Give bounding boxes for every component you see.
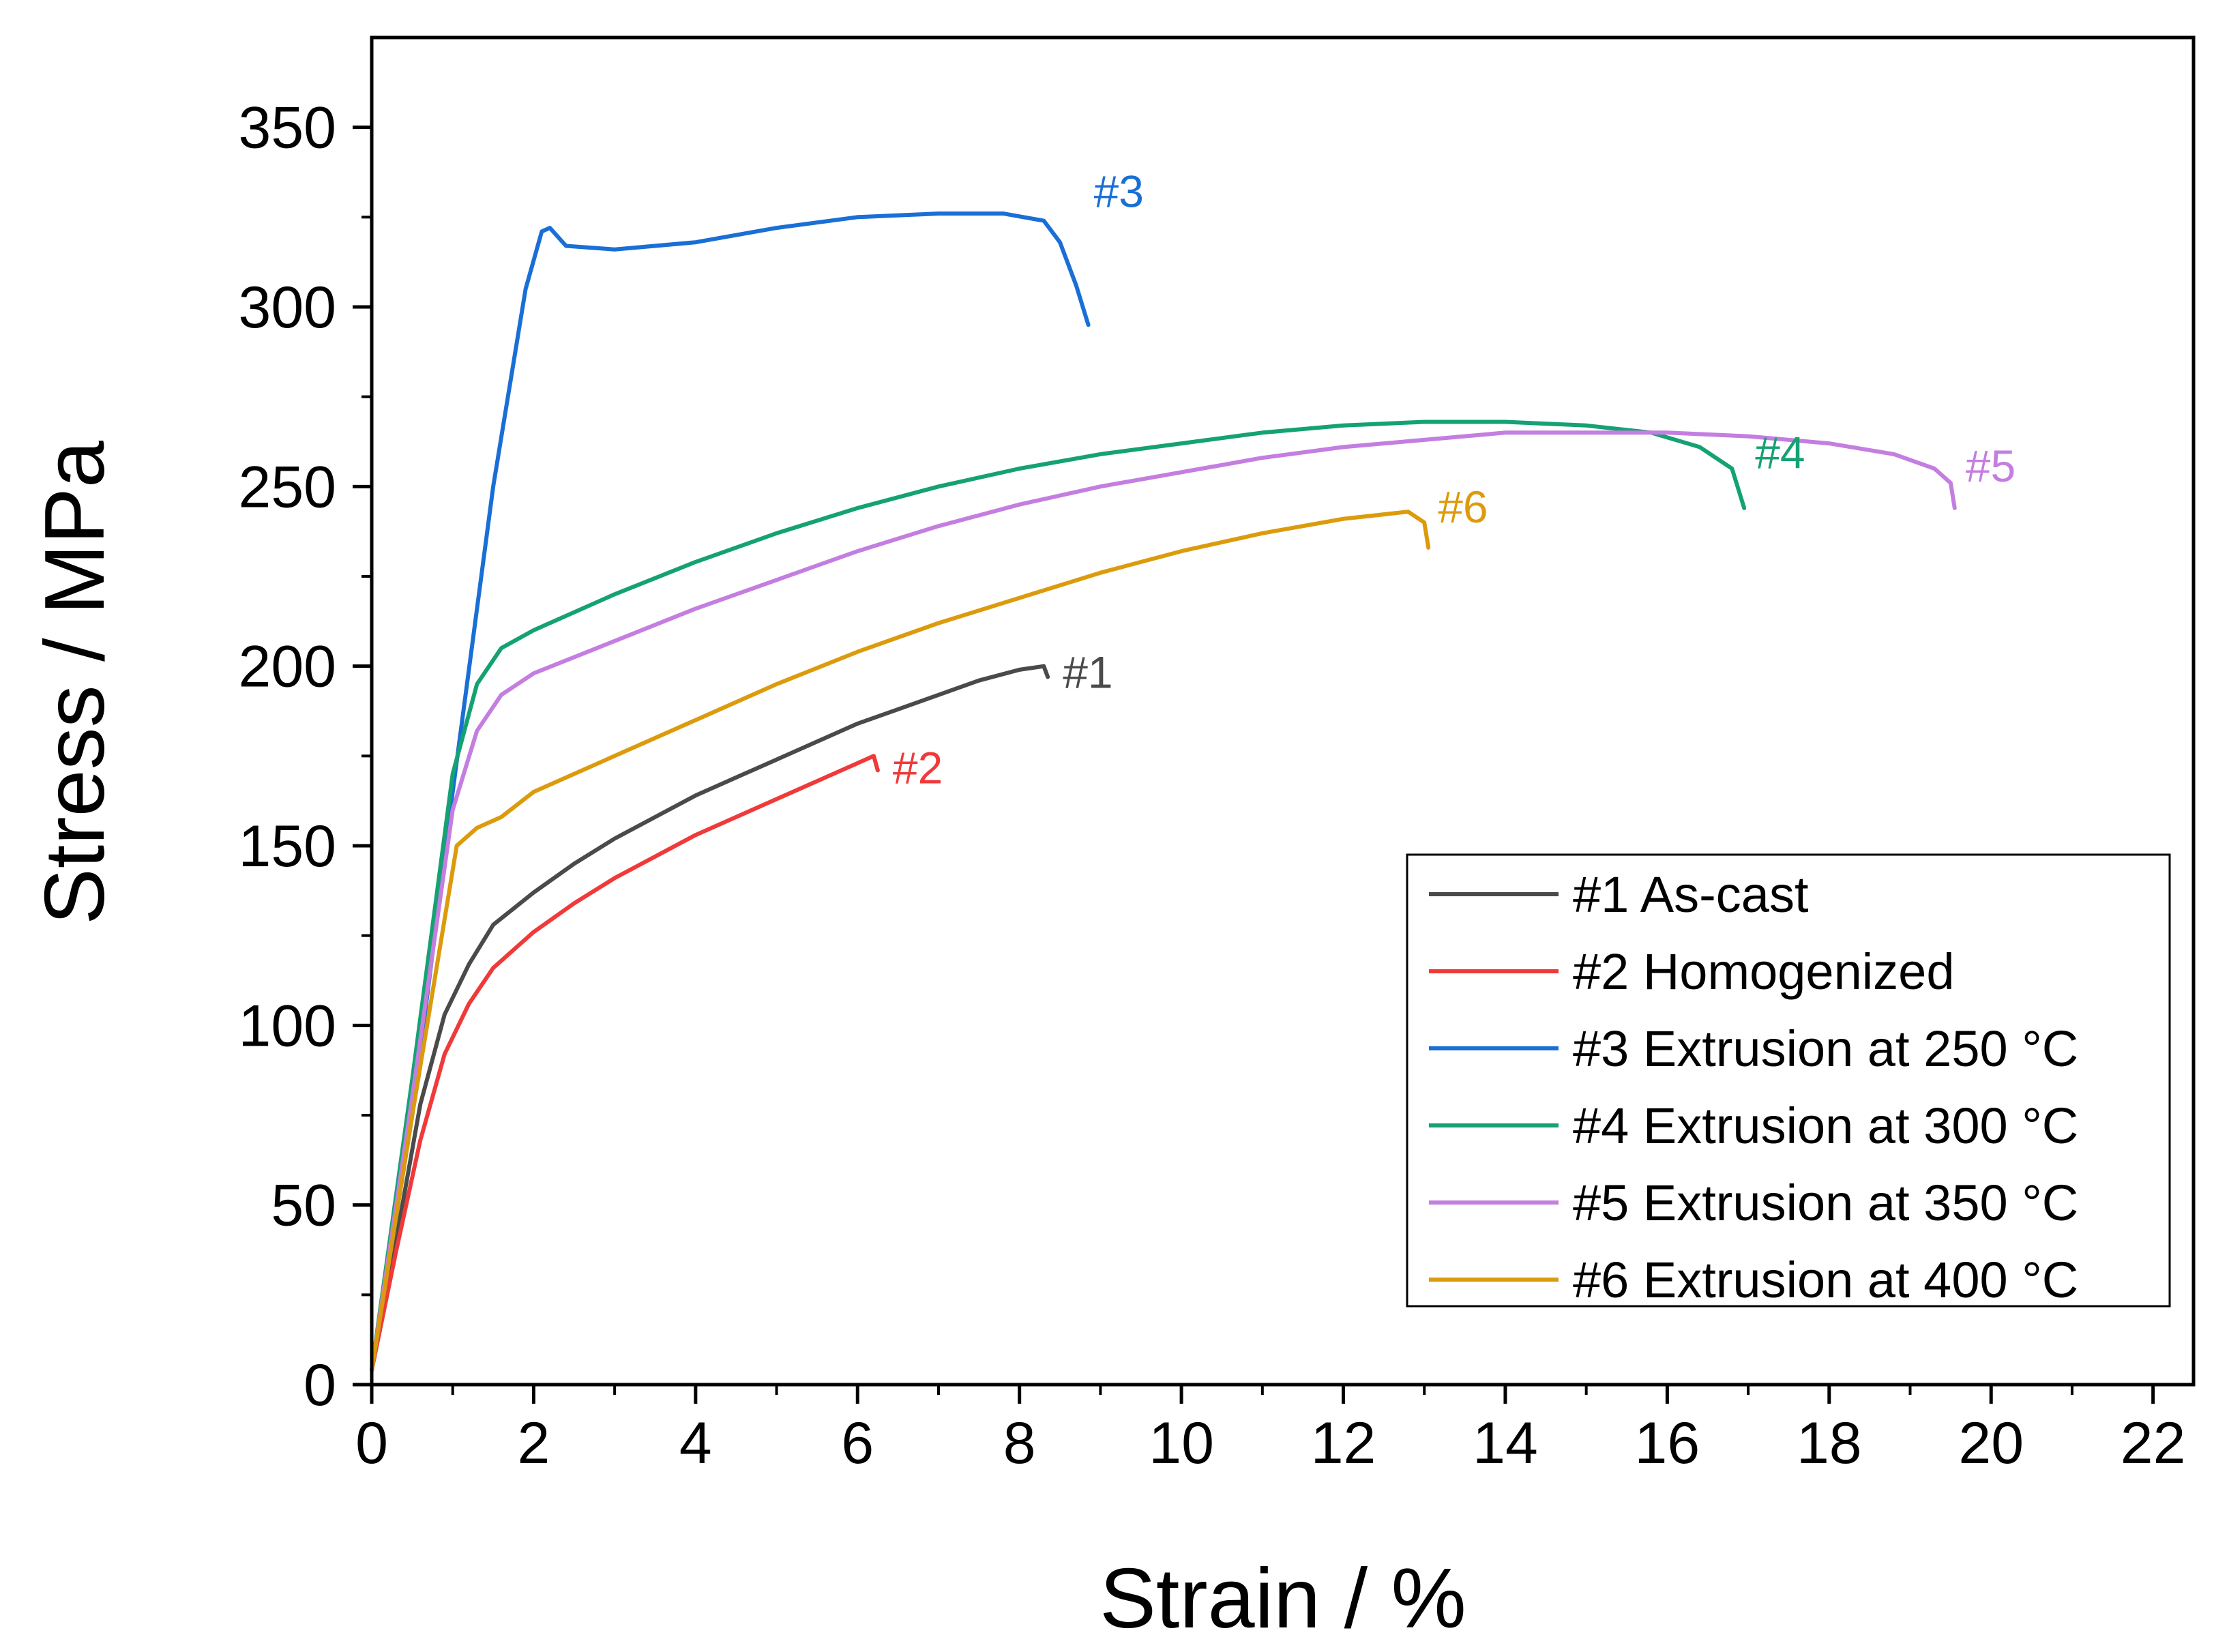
x-tick-label: 14 [1473,1411,1538,1476]
x-tick-label: 6 [841,1411,874,1476]
curve-label-2: #2 [893,742,943,793]
x-tick-label: 16 [1635,1411,1700,1476]
legend-entry: #1 As-cast [1573,866,1809,923]
x-tick-label: 10 [1149,1411,1214,1476]
x-tick-label: 20 [1958,1411,2024,1476]
curve-label-5: #5 [1966,441,2016,491]
legend-entry: #5 Extrusion at 350 °C [1573,1175,2078,1231]
y-tick-label: 50 [271,1173,336,1239]
x-tick-label: 18 [1797,1411,1862,1476]
legend-entry: #4 Extrusion at 300 °C [1573,1097,2078,1154]
legend-box [1406,853,2171,1308]
x-tick-label: 4 [679,1411,712,1476]
y-tick-label: 350 [239,95,337,161]
y-tick-label: 150 [239,814,337,879]
x-tick-label: 2 [518,1411,550,1476]
plot-frame [370,35,2196,1387]
series-line-6 [370,510,1431,1372]
curve-label-layer: #1 #2 #3 #4 #5 #6 [893,166,2016,793]
series-line-1 [370,664,1050,1372]
series-layer [370,211,1957,1372]
y-axis-title: Stress / MPa [28,441,122,925]
series-line-5 [370,430,1957,1372]
x-tick-label: 12 [1311,1411,1376,1476]
y-tick-label: 250 [239,454,337,520]
curve-label-6: #6 [1438,482,1488,532]
legend-entry: #3 Extrusion at 250 °C [1573,1020,2078,1077]
curve-label-3: #3 [1094,166,1144,217]
x-tick-label: 8 [1003,1411,1036,1476]
x-tick-label: 0 [355,1411,388,1476]
x-tick-label: 22 [2121,1411,2186,1476]
y-tick-label: 0 [304,1353,336,1418]
series-line-3 [370,211,1091,1372]
curve-label-4: #4 [1755,427,1805,477]
x-axis-title: Strain / % [1099,1552,1466,1646]
series-line-4 [370,419,1747,1372]
legend-entry: #2 Homogenized [1573,943,1954,1000]
y-tick-label: 200 [239,634,337,700]
axes-layer: 0 2 4 6 8 10 12 14 16 18 20 22 0 50 100 150 200 250 300 350 [239,35,2196,1476]
y-tick-label: 300 [239,275,337,340]
y-tick-label: 100 [239,993,337,1059]
curve-label-1: #1 [1063,647,1112,698]
legend: #1 As-cast #2 Homogenized #3 Extrusion at … [1406,853,2171,1308]
legend-entry: #6 Extrusion at 400 °C [1573,1252,2078,1308]
series-line-2 [370,754,880,1372]
